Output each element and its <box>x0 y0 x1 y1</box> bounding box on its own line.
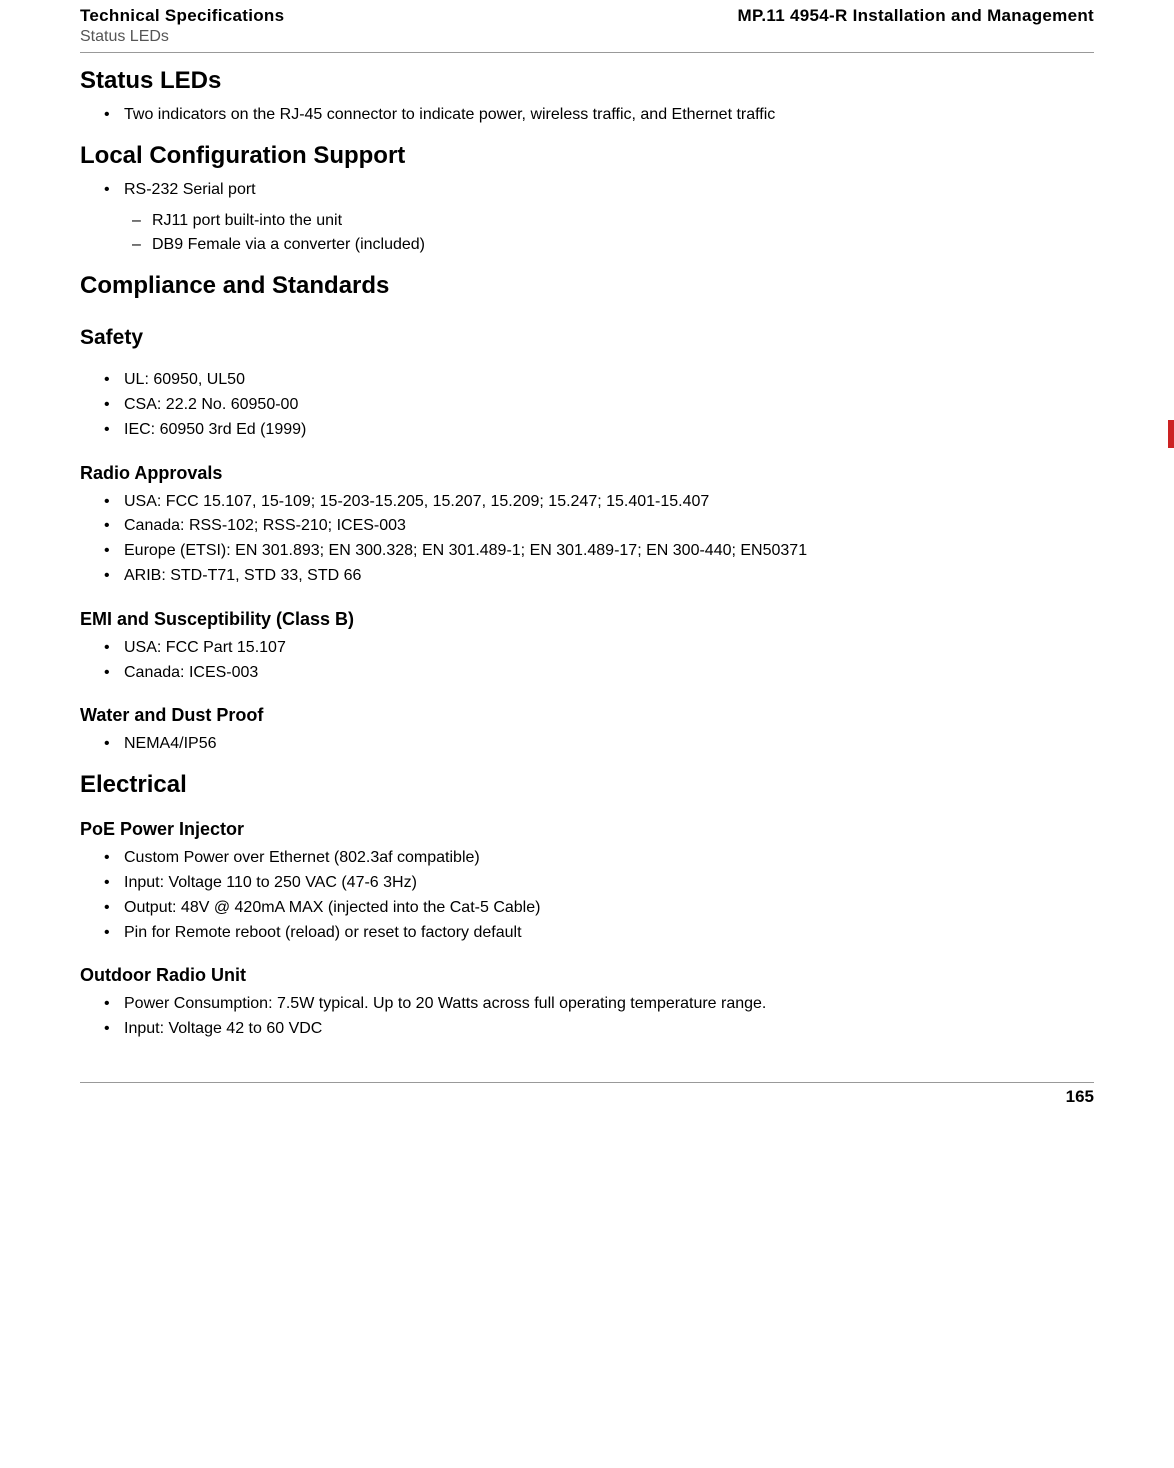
emi-list: USA: FCC Part 15.107 Canada: ICES-003 <box>80 636 1094 686</box>
list-item: USA: FCC Part 15.107 <box>80 636 1094 661</box>
list-item: RS-232 Serial port <box>80 178 1094 203</box>
list-item: Custom Power over Ethernet (802.3af comp… <box>80 846 1094 871</box>
list-item: ARIB: STD-T71, STD 33, STD 66 <box>80 564 1094 589</box>
section-heading-local-config: Local Configuration Support <box>80 142 1094 170</box>
header-doc-title: MP.11 4954-R Installation and Management <box>737 6 1094 26</box>
header-rule <box>80 52 1094 53</box>
list-item: Power Consumption: 7.5W typical. Up to 2… <box>80 992 1094 1017</box>
subsection-heading-outdoor: Outdoor Radio Unit <box>80 965 1094 986</box>
safety-list: UL: 60950, UL50 CSA: 22.2 No. 60950-00 I… <box>80 368 1094 442</box>
local-config-sublist: RJ11 port built-into the unit DB9 Female… <box>80 209 1094 259</box>
page-number: 165 <box>80 1087 1094 1107</box>
list-item: Input: Voltage 42 to 60 VDC <box>80 1017 1094 1042</box>
list-item: Europe (ETSI): EN 301.893; EN 300.328; E… <box>80 539 1094 564</box>
header-subtitle: Status LEDs <box>80 28 284 46</box>
list-item: IEC: 60950 3rd Ed (1999) <box>80 418 1094 443</box>
list-item: Input: Voltage 110 to 250 VAC (47-6 3Hz) <box>80 871 1094 896</box>
subsection-heading-emi: EMI and Susceptibility (Class B) <box>80 609 1094 630</box>
section-heading-electrical: Electrical <box>80 771 1094 799</box>
footer-rule <box>80 1082 1094 1083</box>
page-thumb-tab <box>1168 420 1174 448</box>
list-item: NEMA4/IP56 <box>80 732 1094 757</box>
list-item: DB9 Female via a converter (included) <box>80 233 1094 258</box>
list-item: Canada: RSS-102; RSS-210; ICES-003 <box>80 514 1094 539</box>
section-heading-compliance: Compliance and Standards <box>80 272 1094 300</box>
section-heading-status-leds: Status LEDs <box>80 67 1094 95</box>
poe-list: Custom Power over Ethernet (802.3af comp… <box>80 846 1094 945</box>
list-item: RJ11 port built-into the unit <box>80 209 1094 234</box>
list-item: UL: 60950, UL50 <box>80 368 1094 393</box>
page-header: Technical Specifications Status LEDs MP.… <box>80 0 1094 46</box>
header-title: Technical Specifications <box>80 6 284 26</box>
subsection-heading-radio: Radio Approvals <box>80 463 1094 484</box>
list-item: Pin for Remote reboot (reload) or reset … <box>80 921 1094 946</box>
subsection-heading-water: Water and Dust Proof <box>80 705 1094 726</box>
page-content: Technical Specifications Status LEDs MP.… <box>0 0 1174 1147</box>
header-left: Technical Specifications Status LEDs <box>80 6 284 46</box>
outdoor-list: Power Consumption: 7.5W typical. Up to 2… <box>80 992 1094 1042</box>
list-item: Canada: ICES-003 <box>80 661 1094 686</box>
radio-list: USA: FCC 15.107, 15-109; 15-203-15.205, … <box>80 490 1094 589</box>
subsection-heading-poe: PoE Power Injector <box>80 819 1094 840</box>
list-item: Output: 48V @ 420mA MAX (injected into t… <box>80 896 1094 921</box>
status-leds-list: Two indicators on the RJ-45 connector to… <box>80 103 1094 128</box>
list-item: USA: FCC 15.107, 15-109; 15-203-15.205, … <box>80 490 1094 515</box>
list-item: Two indicators on the RJ-45 connector to… <box>80 103 1094 128</box>
local-config-list: RS-232 Serial port <box>80 178 1094 203</box>
water-list: NEMA4/IP56 <box>80 732 1094 757</box>
list-item: CSA: 22.2 No. 60950-00 <box>80 393 1094 418</box>
subsection-heading-safety: Safety <box>80 326 1094 350</box>
